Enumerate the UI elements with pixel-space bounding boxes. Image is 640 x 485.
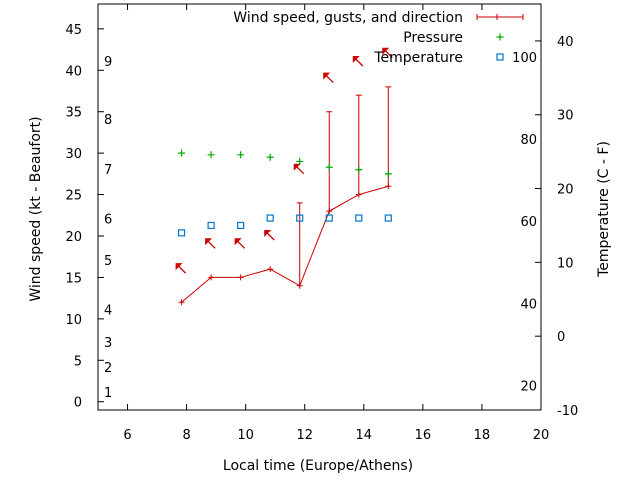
plot-frame — [97, 3, 542, 411]
y2-tick-label: 10 — [557, 256, 574, 271]
pressure-point — [384, 170, 392, 178]
pressure-point — [237, 151, 245, 159]
fahrenheit-label: 60 — [520, 215, 537, 230]
y-tick-label: 5 — [74, 354, 82, 369]
wind-direction-arrowhead — [323, 72, 331, 80]
beaufort-label: 5 — [104, 254, 112, 269]
wind-speed-point — [178, 299, 185, 306]
data-series — [175, 47, 393, 306]
temperature-point — [355, 214, 363, 222]
pressure-point — [355, 166, 363, 174]
pressure-point — [266, 153, 274, 161]
pressure-point — [296, 157, 304, 165]
legend-swatch-pressure — [496, 33, 504, 41]
wind-direction-arrowhead — [352, 56, 360, 63]
y-tick-label: 35 — [65, 106, 82, 121]
fahrenheit-label: 100 — [512, 51, 537, 66]
wind-direction-arrow — [296, 166, 305, 175]
y2-tick-label: -10 — [557, 404, 578, 419]
wind-direction-arrowhead — [234, 238, 242, 246]
y2-tick-label: 30 — [557, 109, 574, 124]
x-tick-label: 10 — [237, 428, 254, 443]
x-tick-label: 12 — [296, 428, 313, 443]
y-axis-label: Wind speed (kt - Beaufort) — [28, 116, 44, 301]
x-tick-label: 18 — [474, 428, 491, 443]
y-tick-label: 0 — [74, 396, 82, 411]
gust-bar — [296, 202, 303, 286]
pressure-point — [325, 163, 333, 171]
wind-direction-arrow — [207, 240, 216, 249]
temperature-point — [266, 214, 274, 222]
beaufort-label: 1 — [104, 386, 112, 401]
y2-tick-label: 40 — [557, 35, 574, 50]
x-tick-label: 16 — [415, 428, 432, 443]
wind-direction-arrow — [237, 240, 246, 249]
y-tick-label: 25 — [65, 189, 82, 204]
beaufort-label: 4 — [104, 304, 112, 319]
beaufort-label: 2 — [104, 361, 112, 376]
wind-speed-point — [237, 274, 244, 281]
y-tick-label: 40 — [65, 64, 82, 79]
beaufort-label: 8 — [104, 113, 112, 128]
x-axis-label: Local time (Europe/Athens) — [223, 458, 413, 474]
wind-direction-arrowhead — [205, 238, 213, 246]
x-tick-label: 6 — [123, 428, 131, 443]
legend: Wind speed, gusts, and direction Pressure… — [233, 10, 524, 66]
temperature-point — [177, 229, 186, 237]
wind-direction-arrowhead — [175, 263, 183, 271]
wind-direction-arrow — [384, 50, 393, 59]
temperature-point — [296, 214, 304, 222]
x-tick-label: 14 — [356, 428, 373, 443]
beaufort-label: 6 — [104, 213, 112, 228]
gust-bar — [385, 86, 392, 187]
legend-label-pressure: Pressure — [403, 30, 463, 46]
wind-direction-arrowhead — [382, 47, 390, 55]
wind-direction-arrow — [266, 232, 275, 241]
y-tick-label: 45 — [65, 23, 82, 38]
y2-axis-label: Temperature (C - F) — [596, 141, 612, 278]
y-tick-label: 30 — [65, 147, 82, 162]
fahrenheit-label: 20 — [520, 380, 537, 395]
gust-bar — [326, 111, 333, 212]
beaufort-label: 9 — [104, 55, 112, 70]
wind-speed-point — [208, 274, 215, 281]
axis-ticks: 6 8 10 12 14 16 18 20051015202530354045-1001020… — [65, 4, 578, 443]
fahrenheit-label: 40 — [520, 298, 537, 313]
y-tick-label: 15 — [65, 271, 82, 286]
wind-direction-arrowhead — [293, 163, 301, 171]
wind-speed-line — [181, 185, 389, 303]
temperature-point — [325, 214, 333, 222]
wind-direction-arrow — [325, 75, 334, 84]
y2-tick-label: 0 — [557, 330, 565, 345]
plot-border — [97, 3, 542, 411]
x-tick-label: 20 — [533, 428, 550, 443]
legend-label-temperature: Temperature — [373, 50, 463, 66]
temperature-point — [207, 221, 215, 230]
pressure-point — [207, 151, 215, 159]
legend-label-wind: Wind speed, gusts, and direction — [233, 10, 463, 26]
legend-swatch-temperature — [496, 53, 504, 61]
x-tick-label: 8 — [182, 428, 190, 443]
y2-tick-label: 20 — [557, 183, 574, 198]
fahrenheit-label: 80 — [520, 133, 537, 148]
temperature-point — [237, 221, 245, 230]
temperature-point — [384, 214, 392, 222]
pressure-point — [178, 149, 186, 157]
y-tick-label: 10 — [65, 313, 82, 328]
gust-bar — [355, 94, 362, 195]
beaufort-label: 3 — [104, 336, 112, 351]
wind-speed-point — [267, 266, 274, 273]
wind-direction-arrowhead — [264, 230, 272, 237]
y-tick-label: 20 — [65, 230, 82, 245]
wind-direction-arrow — [355, 58, 364, 67]
legend-swatch-wind — [476, 14, 524, 20]
beaufort-label: 7 — [104, 163, 112, 178]
wind-direction-arrow — [178, 265, 187, 274]
